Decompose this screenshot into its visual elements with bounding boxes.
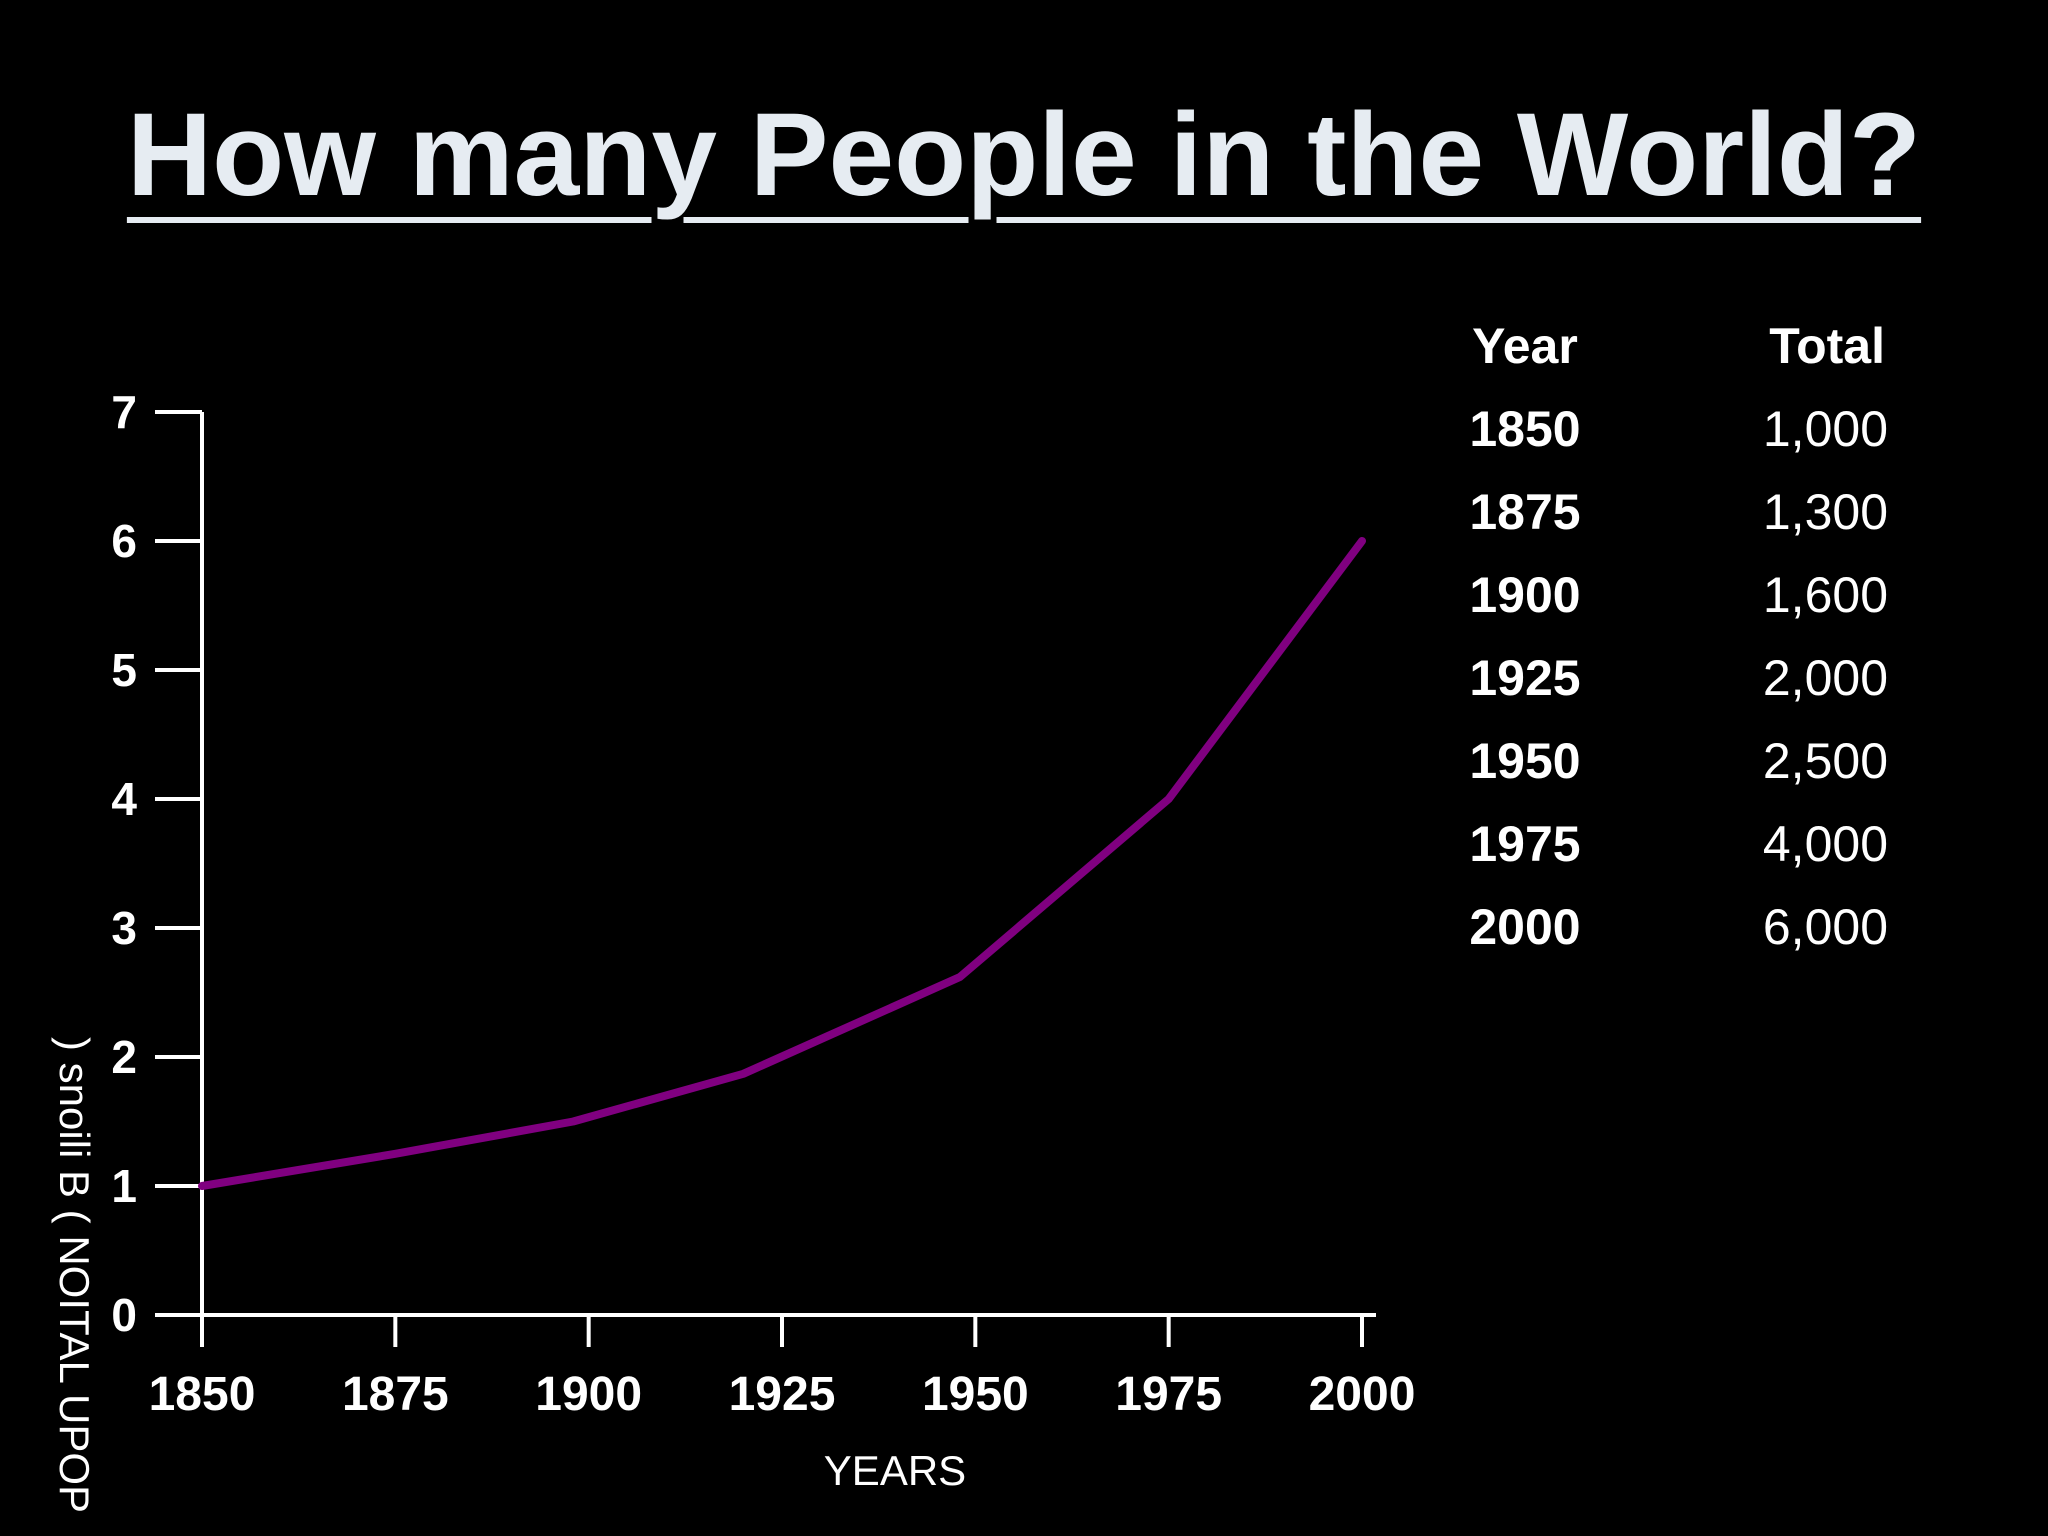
y-tick-label: 1 <box>111 1160 137 1212</box>
y-tick-label: 2 <box>111 1031 137 1083</box>
x-axis-label: YEARS <box>824 1447 966 1494</box>
table-row: 1925 2,000 <box>1440 637 1930 720</box>
y-tick-label: 6 <box>111 515 137 567</box>
table-cell-year: 1850 <box>1469 401 1581 457</box>
table-header-row: Year Total <box>1440 305 1930 388</box>
table-cell-year: 1950 <box>1469 733 1581 789</box>
x-tick-label: 2000 <box>1309 1368 1416 1421</box>
x-tick-label: 1975 <box>1115 1368 1222 1421</box>
chart-axes <box>155 412 1376 1317</box>
table-cell-year: 1975 <box>1469 816 1581 872</box>
y-tick-label: 3 <box>111 902 137 954</box>
slide-title: How many People in the World? <box>126 89 1922 221</box>
table-row: 1875 1,300 <box>1440 471 1930 554</box>
table-header-year: Year <box>1472 318 1578 374</box>
y-axis-label: ) snoili B ( NOITAL UPOP <box>51 1036 98 1514</box>
table-header-total: Total <box>1769 318 1885 374</box>
table-cell-total: 6,000 <box>1762 899 1888 955</box>
table-cell-year: 1925 <box>1469 650 1581 706</box>
chart-ticks: 0 1 2 3 4 5 6 7 1850 1875 1900 1925 1950 1975 2000 <box>111 386 1415 1421</box>
y-tick-label: 5 <box>111 644 137 696</box>
chart-series <box>198 537 1366 1190</box>
table-cell-total: 2,500 <box>1762 733 1888 789</box>
y-tick-label: 4 <box>111 773 137 825</box>
table-row: 1950 2,500 <box>1440 720 1930 803</box>
y-tick-label: 0 <box>111 1289 137 1341</box>
table-cell-total: 2,000 <box>1762 650 1888 706</box>
x-tick-label: 1950 <box>922 1368 1029 1421</box>
table-cell-total: 1,000 <box>1762 401 1888 457</box>
series-line <box>198 537 1366 1190</box>
table-cell-total: 1,600 <box>1762 567 1888 623</box>
table-row: 1850 1,000 <box>1440 388 1930 471</box>
population-table: Year Total 1850 1,000 1875 1,300 1900 1,… <box>1440 305 1930 969</box>
table-cell-year: 1875 <box>1469 484 1581 540</box>
table-row: 1975 4,000 <box>1440 803 1930 886</box>
table-cell-year: 1900 <box>1469 567 1581 623</box>
table-cell-year: 2000 <box>1469 899 1581 955</box>
table-row: 2000 6,000 <box>1440 886 1930 969</box>
y-tick-label: 7 <box>111 386 137 438</box>
x-tick-label: 1900 <box>535 1368 642 1421</box>
x-tick-label: 1875 <box>342 1368 449 1421</box>
table-cell-total: 1,300 <box>1762 484 1888 540</box>
table-cell-total: 4,000 <box>1762 816 1888 872</box>
x-tick-label: 1925 <box>729 1368 836 1421</box>
x-tick-label: 1850 <box>149 1368 256 1421</box>
table-row: 1900 1,600 <box>1440 554 1930 637</box>
